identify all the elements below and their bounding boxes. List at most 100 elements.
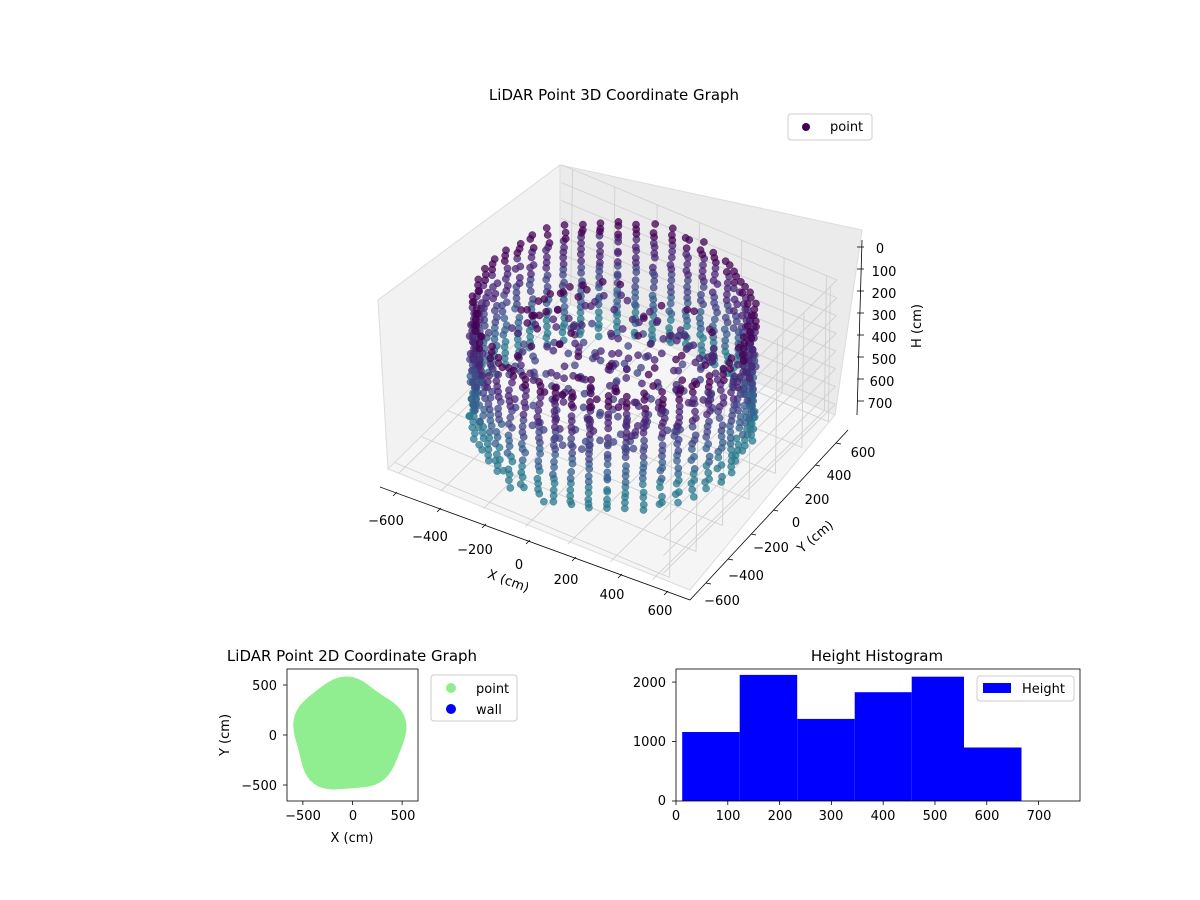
data-point [722,296,731,305]
data-point [484,328,493,337]
legend-3d-label: point [830,120,863,135]
data-point [683,260,692,269]
data-point [705,417,713,426]
histogram-bar [682,732,740,801]
data-point [502,298,511,307]
data-point [516,480,525,488]
data-point [560,302,569,311]
data-point [514,329,523,338]
data-point [623,399,631,408]
data-point [543,329,552,338]
plot-2d-title: LiDAR Point 2D Coordinate Graph [227,647,477,665]
data-point [577,257,585,265]
x-tick-label: −600 [368,514,404,529]
data-point [469,378,477,387]
data-point [598,277,607,286]
gridline [775,338,778,474]
gridline [561,182,837,299]
data-point [527,270,535,279]
data-point [621,489,630,498]
data-point [549,470,557,479]
data-point [518,347,527,356]
data-point [629,444,638,453]
data-point [481,270,490,279]
data-point [730,295,739,304]
legend-marker-height [983,683,1011,693]
y-tick-mark [835,442,842,445]
data-point [596,258,604,267]
data-point [518,440,526,448]
data-point [494,370,503,379]
data-point [691,358,700,367]
x-axis-label: X (cm) [331,831,374,846]
data-point [709,276,718,285]
y-axis-label: Y (cm) [218,714,233,757]
data-point [676,386,685,394]
data-point [549,346,558,355]
gridline [722,390,725,526]
data-point [484,451,493,459]
data-point [499,466,508,475]
data-point [700,238,708,246]
data-point [714,453,723,462]
x-tick-label: 200 [554,573,579,588]
data-point [709,345,718,353]
data-point [535,434,543,442]
data-point [644,352,652,360]
y-tick-label: 600 [851,446,876,461]
x-tick-label: −400 [412,530,448,545]
data-point [673,336,681,345]
data-point [513,300,521,309]
data-point [717,432,726,441]
y-tick-mark [814,464,821,467]
data-point [559,260,568,269]
data-point [647,395,655,403]
data-point [708,288,717,297]
plot-2d: LiDAR Point 2D Coordinate Graph −500 0 5… [218,647,518,846]
legend-marker-point [802,123,810,131]
legend-3d: point [787,113,873,141]
data-point [587,302,595,310]
data-point [603,495,611,504]
data-point [535,399,544,408]
data-point [726,434,735,442]
y-tick-label: 1000 [633,735,666,750]
gridline [561,164,838,281]
data-point [475,401,484,409]
data-point [492,313,501,322]
x-axis-line [379,486,691,601]
data-point [540,497,548,506]
data-point [717,386,725,394]
data-point [738,430,747,439]
data-point [504,392,513,400]
y-tick-label: 0 [658,794,666,809]
data-point [649,263,657,272]
data-point [739,356,748,365]
data-point [650,239,658,248]
data-point [574,373,583,382]
x-tick-label: 100 [716,809,741,824]
data-point [527,342,536,351]
gridline [663,386,836,556]
data-point [550,457,558,466]
data-point [736,390,745,398]
x-tick-mark [571,556,577,562]
data-point [740,339,749,347]
gridline [612,187,616,323]
data-point [741,441,749,450]
data-point [704,440,713,448]
data-point [574,352,583,361]
data-point [650,277,659,285]
data-point [600,291,608,300]
data-point [623,392,631,401]
data-point [730,372,739,381]
data-point [640,389,648,398]
data-point [479,411,488,420]
data-point [650,249,659,258]
data-point [478,428,487,437]
data-point [715,414,724,422]
z-tick-label: 600 [870,375,895,390]
data-point [596,436,604,445]
data-point [669,224,677,233]
histogram-bars [682,674,1022,801]
